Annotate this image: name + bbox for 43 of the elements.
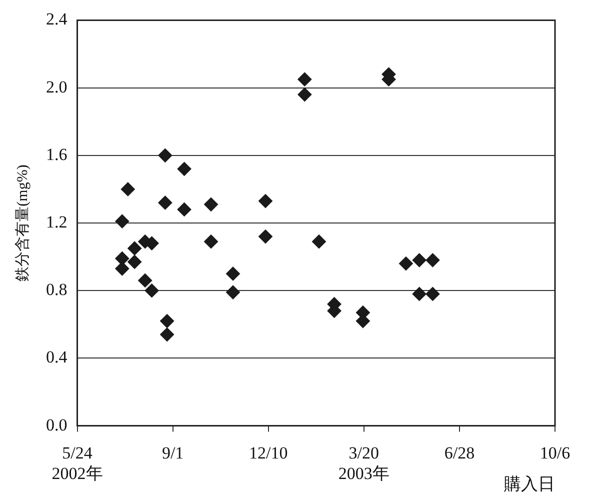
point xyxy=(298,88,312,102)
point xyxy=(412,253,426,268)
y-tick-label: 2.4 xyxy=(46,10,68,29)
point xyxy=(115,262,130,276)
y-tick-label: 0.4 xyxy=(46,348,68,367)
point xyxy=(177,202,192,216)
y-tick-label: 1.2 xyxy=(46,212,68,232)
point xyxy=(298,72,312,86)
point xyxy=(204,234,218,249)
x-axis-title: 購入日 xyxy=(504,474,555,494)
y-tick-label: 0.0 xyxy=(46,415,68,434)
point xyxy=(398,256,413,271)
x-tick-label: 6/28 xyxy=(444,443,475,462)
point xyxy=(115,214,130,228)
point xyxy=(258,230,272,244)
point xyxy=(158,196,172,210)
y-axis-title: 鉄分含有量(mg%) xyxy=(14,164,31,282)
y-tick-label: 0.8 xyxy=(46,280,68,300)
point xyxy=(426,253,440,268)
x-tick-label: 9/1 xyxy=(162,443,184,462)
point xyxy=(138,273,152,288)
point xyxy=(160,328,174,342)
x-tick-label: 12/10 xyxy=(248,443,288,462)
point xyxy=(226,266,240,281)
y-tick-label: 2.0 xyxy=(46,77,68,96)
point xyxy=(128,254,142,269)
y-tick-label: 1.6 xyxy=(46,144,68,164)
x-tick-label: 3/20 2003年 xyxy=(338,443,390,483)
point xyxy=(158,148,172,162)
point xyxy=(226,285,240,300)
point xyxy=(204,197,218,212)
point xyxy=(312,234,326,249)
point xyxy=(144,284,159,298)
point xyxy=(177,162,192,176)
point xyxy=(258,194,272,208)
point xyxy=(160,314,174,328)
x-tick-label: 10/6 xyxy=(540,443,570,462)
point xyxy=(120,182,135,196)
point xyxy=(426,286,440,301)
point xyxy=(128,241,142,256)
point xyxy=(115,251,130,266)
x-tick-label: 5/24 2002年 xyxy=(52,443,103,483)
point xyxy=(412,286,426,301)
